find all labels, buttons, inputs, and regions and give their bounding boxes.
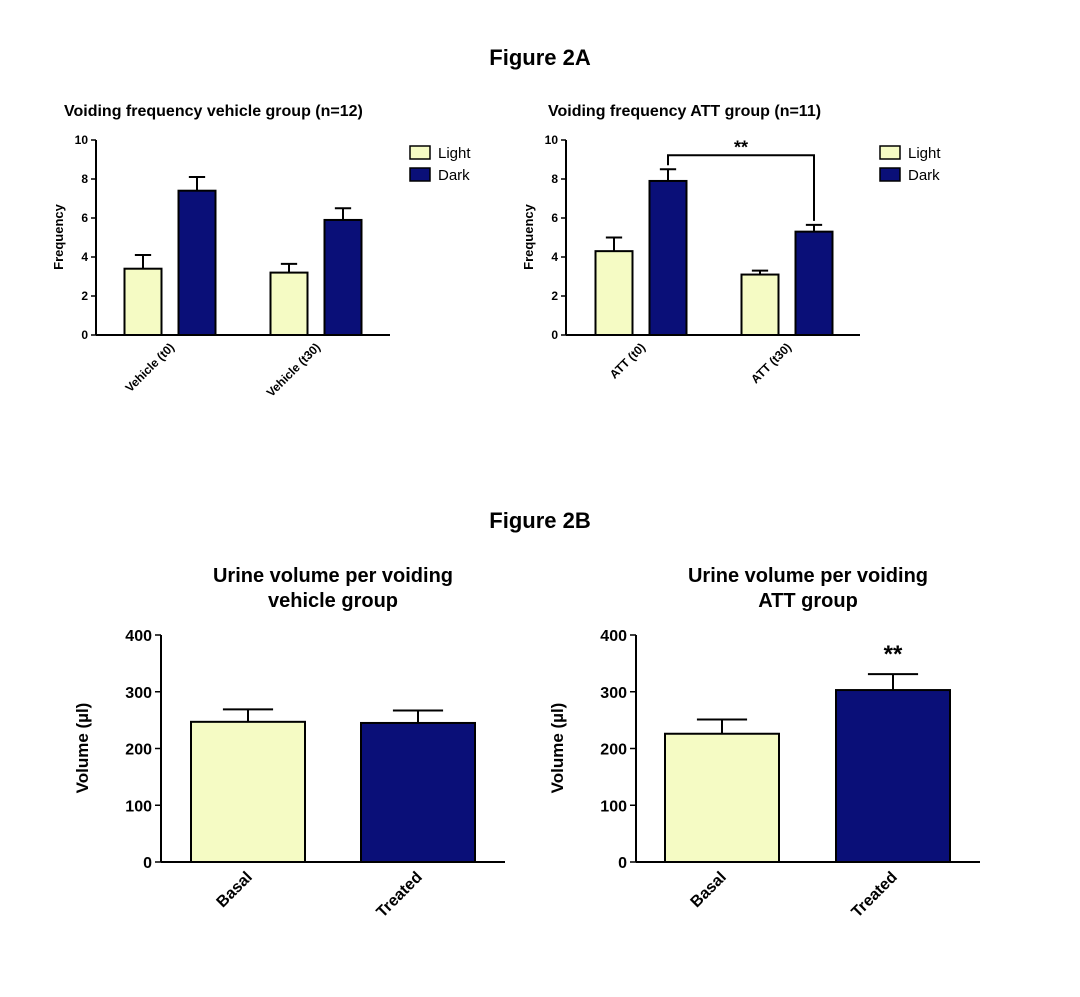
legend-swatch — [409, 145, 431, 160]
x-tick-label: Vehicle (t30) — [264, 340, 323, 399]
bar — [269, 271, 309, 337]
x-tick-label: Treated — [849, 869, 901, 921]
y-tick-label: 2 — [81, 289, 88, 303]
y-tick-label: 2 — [551, 289, 558, 303]
legend-swatch — [879, 145, 901, 160]
y-axis-label: Volume (µl) — [548, 703, 567, 794]
bar — [123, 267, 163, 337]
bar — [835, 689, 951, 863]
bar — [594, 250, 634, 336]
chart-title: Voiding frequency vehicle group (n=12) — [64, 103, 363, 120]
y-tick-label: 4 — [81, 250, 88, 264]
y-axis-label: Volume (µl) — [73, 703, 92, 794]
significance-bracket — [667, 154, 815, 221]
significance-marker: ** — [734, 137, 748, 157]
x-tick-label: Treated — [374, 869, 426, 921]
y-tick-label: 100 — [125, 798, 152, 815]
y-tick-label: 100 — [600, 798, 627, 815]
y-tick-label: 0 — [551, 328, 558, 342]
y-tick-label: 10 — [545, 133, 559, 147]
bar — [190, 720, 306, 864]
figure-2b-title: Figure 2B — [489, 508, 591, 533]
y-tick-label: 300 — [125, 685, 152, 702]
y-tick-label: 0 — [143, 855, 152, 872]
y-tick-label: 8 — [81, 172, 88, 186]
y-tick-label: 400 — [600, 628, 627, 645]
x-tick-label: Vehicle (t0) — [122, 340, 177, 395]
bar — [740, 273, 780, 336]
y-tick-label: 10 — [75, 133, 89, 147]
y-tick-label: 0 — [81, 328, 88, 342]
legend-swatch — [409, 167, 431, 182]
chart-title: vehicle group — [268, 590, 398, 612]
significance-marker: ** — [884, 641, 903, 668]
legend-label: Dark — [908, 167, 940, 184]
y-axis-label: Frequency — [521, 203, 536, 270]
y-tick-label: 200 — [600, 742, 627, 759]
y-axis-label: Frequency — [51, 203, 66, 270]
legend-label: Light — [908, 145, 941, 162]
y-tick-label: 400 — [125, 628, 152, 645]
x-tick-label: Basal — [214, 869, 256, 911]
chart-title: Urine volume per voiding — [688, 565, 928, 587]
bar — [648, 179, 688, 336]
bar — [360, 721, 476, 864]
y-tick-label: 200 — [125, 742, 152, 759]
y-tick-label: 6 — [551, 211, 558, 225]
y-tick-label: 6 — [81, 211, 88, 225]
y-tick-label: 8 — [551, 172, 558, 186]
legend-swatch — [879, 167, 901, 182]
x-tick-label: Basal — [688, 869, 730, 911]
figure-2a-title: Figure 2A — [489, 45, 591, 70]
y-tick-label: 0 — [618, 855, 627, 872]
chart-title: ATT group — [758, 590, 858, 612]
bar — [177, 189, 217, 336]
chart-title: Urine volume per voiding — [213, 565, 453, 587]
y-tick-label: 4 — [551, 250, 558, 264]
bar — [794, 230, 834, 336]
legend-label: Light — [438, 145, 471, 162]
x-tick-label: ATT (t30) — [748, 340, 794, 386]
legend-label: Dark — [438, 167, 470, 184]
bar — [323, 218, 363, 336]
bar — [664, 732, 780, 863]
x-tick-label: ATT (t0) — [607, 340, 648, 381]
y-tick-label: 300 — [600, 685, 627, 702]
chart-title: Voiding frequency ATT group (n=11) — [548, 103, 821, 120]
